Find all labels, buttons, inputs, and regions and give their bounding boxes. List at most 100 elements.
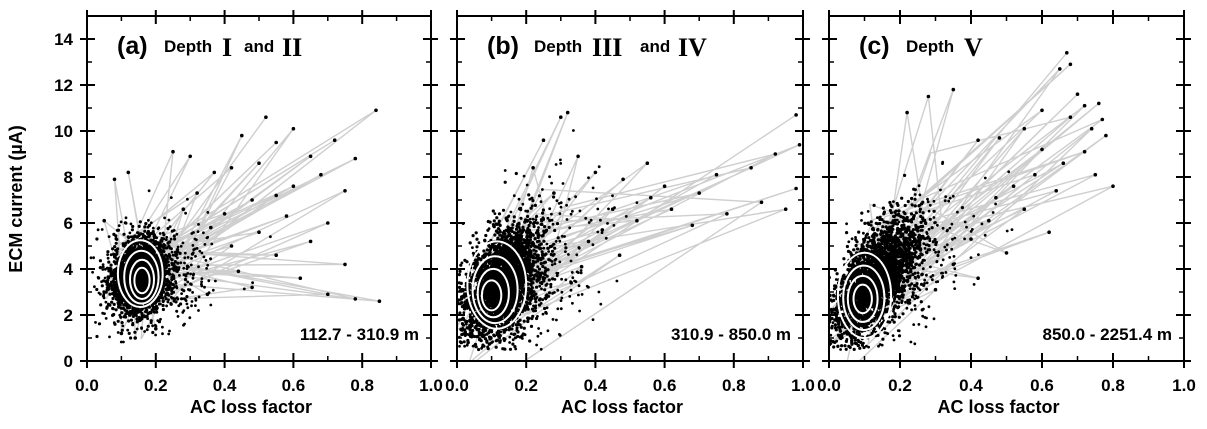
depth-range-label: 112.7 - 310.9 m [300, 325, 419, 344]
x-tick-label: 0.2 [144, 376, 168, 395]
data-point [669, 207, 674, 211]
data-point [586, 239, 591, 244]
x-tick-label: 0.4 [213, 376, 237, 395]
data-point [181, 207, 186, 211]
panel-letter: (b) [487, 32, 519, 60]
data-point [783, 207, 788, 211]
data-point [794, 113, 798, 117]
data-point [274, 253, 279, 257]
plot-area [457, 110, 802, 361]
data-point [240, 133, 244, 138]
x-tick-label: 0.8 [350, 376, 374, 395]
data-point [212, 170, 217, 175]
panel-depth-word: Depth [164, 37, 212, 56]
data-point [969, 237, 973, 241]
data-point [579, 264, 584, 269]
data-point [1022, 126, 1027, 131]
data-point [274, 193, 279, 198]
data-point [905, 110, 909, 115]
panel-letter: (a) [117, 32, 148, 60]
data-point [274, 140, 279, 145]
data-point [569, 281, 573, 285]
data-point [1047, 230, 1051, 234]
outlier-points [102, 108, 382, 340]
data-point [284, 214, 289, 218]
data-point [1040, 147, 1044, 152]
data-point [326, 221, 330, 225]
data-point [133, 336, 137, 340]
panel-depth-word: Depth [534, 37, 582, 56]
x-ticks: 0.0 0.2 0.4 0.6 0.8 1.0 [75, 10, 443, 395]
contour-line [129, 258, 155, 300]
data-point [229, 166, 234, 170]
data-point [559, 115, 563, 119]
x-tick-label: 1.0 [1172, 376, 1196, 395]
y-tick-label: 10 [54, 122, 73, 141]
panel-and-word: and [244, 37, 274, 56]
data-point [377, 299, 382, 304]
contour-line [852, 283, 873, 315]
y-tick-label: 12 [54, 76, 73, 95]
x-tick-label: 0.8 [1101, 376, 1125, 395]
data-point [1093, 172, 1098, 177]
x-axis-title: AC loss factor [190, 397, 312, 417]
plot-area [829, 51, 1115, 361]
y-tick-label: 8 [64, 168, 73, 187]
data-point [205, 292, 210, 297]
y-ticks [822, 38, 1191, 362]
x-tick-label: 0.8 [722, 376, 746, 395]
contour-line [480, 279, 503, 312]
data-point [697, 191, 701, 195]
data-point [298, 276, 303, 281]
data-point [250, 198, 254, 202]
x-tick-label: 1.0 [791, 376, 815, 395]
data-point [976, 138, 980, 142]
data-point [759, 200, 764, 205]
contour-line [846, 274, 879, 323]
x-axis-title: AC loss factor [937, 397, 1059, 417]
data-point [635, 218, 639, 223]
data-point [126, 170, 131, 175]
x-tick-label: 0.0 [445, 376, 469, 395]
panel-depth-roman-a: III [592, 33, 622, 62]
x-tick-label: 0.4 [584, 376, 608, 395]
data-point [987, 218, 991, 223]
data-point [171, 149, 175, 154]
data-point [621, 177, 625, 182]
contour-line [466, 240, 528, 330]
panel-depth-word: Depth [906, 37, 954, 56]
data-point [112, 177, 117, 182]
data-point [1033, 172, 1037, 177]
depth-range-label: 310.9 - 850.0 m [671, 325, 791, 344]
panel-depth-roman-b: II [282, 33, 302, 62]
data-point [1068, 115, 1073, 119]
data-point [1011, 184, 1016, 188]
data-point [236, 269, 241, 274]
data-point [994, 195, 998, 200]
data-point [1082, 103, 1087, 108]
data-point [332, 138, 337, 142]
data-point [343, 189, 347, 193]
data-point [257, 230, 261, 234]
data-point [933, 287, 938, 292]
depth-range-label: 850.0 - 2251.4 m [1043, 325, 1172, 344]
x-tick-label: 1.0 [419, 376, 443, 395]
data-point [797, 143, 802, 147]
x-tick-label: 0.6 [653, 376, 677, 395]
panel-2: 0.0 0.2 0.4 0.6 0.8 1.0 AC loss factor (c) Depth… [817, 10, 1196, 417]
y-tick-label: 0 [64, 352, 73, 371]
data-point [1058, 67, 1062, 71]
data-point [794, 186, 798, 191]
data-point [1097, 101, 1101, 106]
x-tick-label: 0.4 [959, 376, 983, 395]
panel-0: 0.0 0.2 0.4 0.6 0.8 1.0 0 2 4 6 8 10 12 14 AC loss fac… [54, 10, 443, 417]
data-point [308, 239, 313, 244]
data-point [749, 166, 753, 170]
contour-line [836, 251, 893, 339]
panel-header: (b) Depth III and IV [487, 32, 707, 62]
data-point [565, 110, 570, 115]
data-point [976, 276, 980, 281]
data-point [229, 244, 234, 248]
data-point [1111, 184, 1115, 188]
